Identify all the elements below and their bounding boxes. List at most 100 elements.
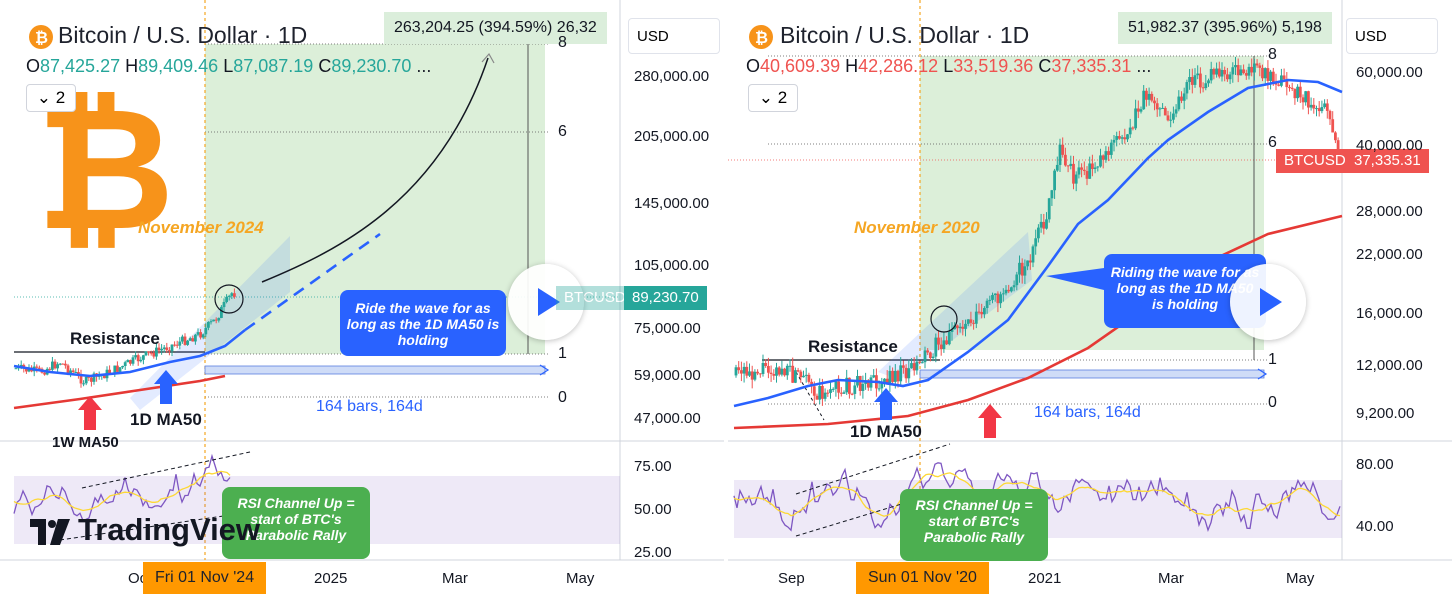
fib-level-1: 1 [1268, 351, 1277, 368]
candle-body [1277, 84, 1281, 86]
candle-body [214, 319, 218, 321]
chart-panel-2020[interactable]: ₿ Bitcoin / U.S. Dollar · 1D O40,609.39 … [728, 0, 1452, 609]
candle-body [1123, 137, 1127, 140]
candle-body [1023, 266, 1027, 276]
ma50-projection [244, 232, 381, 332]
fib-level-6: 6 [1268, 134, 1277, 151]
ma1w-arrow [78, 396, 102, 430]
candle-body [988, 299, 992, 301]
measure-readout: 51,982.37 (395.96%) 5,198 [1118, 12, 1332, 44]
candle-body [155, 347, 158, 357]
candle-body [1037, 227, 1040, 239]
candle-body [1204, 83, 1208, 89]
candle-body [1028, 260, 1032, 263]
candle-body [985, 300, 989, 309]
candle-body [1258, 65, 1262, 68]
candle-body [113, 365, 117, 375]
candle-body [1209, 68, 1213, 81]
candle-body [767, 365, 770, 373]
indicator-toggle[interactable]: ⌄ 2 [748, 84, 798, 112]
candle-body [157, 347, 161, 351]
candle-body [1328, 110, 1332, 120]
candle-body [1304, 91, 1308, 103]
candle-body [839, 392, 843, 394]
bars-measure-band [204, 365, 546, 375]
candle-body [1307, 91, 1310, 108]
candle-body [1172, 113, 1175, 120]
candle-body [1120, 137, 1124, 139]
candle-body [1177, 96, 1181, 110]
candle-body [1163, 107, 1167, 116]
candle-body [1074, 174, 1078, 184]
rsi-channel-bottom [59, 514, 231, 541]
play-button[interactable] [508, 264, 584, 340]
price-tick: 22,000.00 [1356, 246, 1423, 263]
candle-body [1190, 77, 1194, 85]
candle-body [764, 363, 768, 366]
candle-body [1045, 219, 1048, 229]
currency-selector[interactable]: USD [628, 18, 720, 54]
candle-body [904, 367, 908, 379]
candle-body [748, 371, 751, 376]
candle-body [1004, 289, 1008, 294]
candle-body [950, 329, 954, 332]
chart-panel-2024[interactable]: ₿ ₿ Bitcoin / U.S. Dollar · 1D O87,425.27… [0, 0, 724, 609]
candle-body [1263, 68, 1267, 79]
candle-body [896, 370, 900, 382]
candle-body [170, 344, 174, 352]
month-label: November 2020 [854, 218, 980, 237]
candle-body [850, 393, 854, 395]
candle-body [977, 311, 981, 313]
candle-body [834, 381, 838, 389]
candle-body [1212, 68, 1216, 75]
candle-body [1196, 73, 1200, 76]
candle-body [1242, 69, 1245, 74]
candle-body [1031, 246, 1035, 263]
candle-body [996, 293, 1000, 304]
candle-body [1136, 108, 1140, 112]
candle-body [1145, 90, 1148, 100]
candle-body [902, 365, 905, 368]
candle-body [186, 340, 189, 345]
candle-body [1323, 103, 1326, 108]
price-tick: 205,000.00 [634, 128, 710, 145]
candle-body [51, 361, 54, 370]
candle-body [35, 366, 39, 368]
symbol-tag: BTCUSD [1276, 149, 1354, 173]
candle-body [853, 385, 857, 394]
parabolic-curve [261, 57, 489, 283]
chart-canvas[interactable]: ₿ [728, 0, 1452, 609]
ohlc-readout: O40,609.39 H42,286.12 L33,519.36 C37,335… [746, 56, 1152, 76]
candle-body [785, 365, 789, 376]
rsi-callout: RSI Channel Up = start of BTC's Paraboli… [222, 487, 370, 559]
indicator-toggle[interactable]: ⌄ 2 [26, 84, 76, 112]
candle-body [1315, 108, 1318, 110]
symbol-title: Bitcoin / U.S. Dollar · 1D [58, 22, 308, 48]
candle-body [966, 319, 970, 324]
candle-body [92, 373, 96, 382]
candle-body [923, 350, 927, 363]
candle-body [915, 361, 919, 371]
candle-body [1199, 73, 1202, 88]
candle-body [972, 322, 975, 324]
ma50-line [13, 328, 246, 378]
candle-body [25, 368, 28, 372]
candle-body [891, 370, 894, 382]
candle-body [139, 359, 143, 362]
candle-body [199, 332, 202, 338]
candle-body [82, 383, 85, 385]
candle-body [756, 371, 759, 374]
candle-body [937, 337, 940, 345]
candle-body [1039, 221, 1043, 228]
candle-body [58, 363, 62, 365]
currency-selector[interactable]: USD [1346, 18, 1438, 54]
candle-body [753, 371, 757, 380]
candle-body [799, 371, 803, 378]
candle-body [1085, 171, 1089, 179]
candle-body [758, 373, 762, 375]
candle-body [162, 347, 166, 349]
candle-body [812, 386, 816, 396]
candle-body [1131, 127, 1135, 129]
play-button[interactable] [1230, 264, 1306, 340]
candle-body [1109, 142, 1113, 155]
